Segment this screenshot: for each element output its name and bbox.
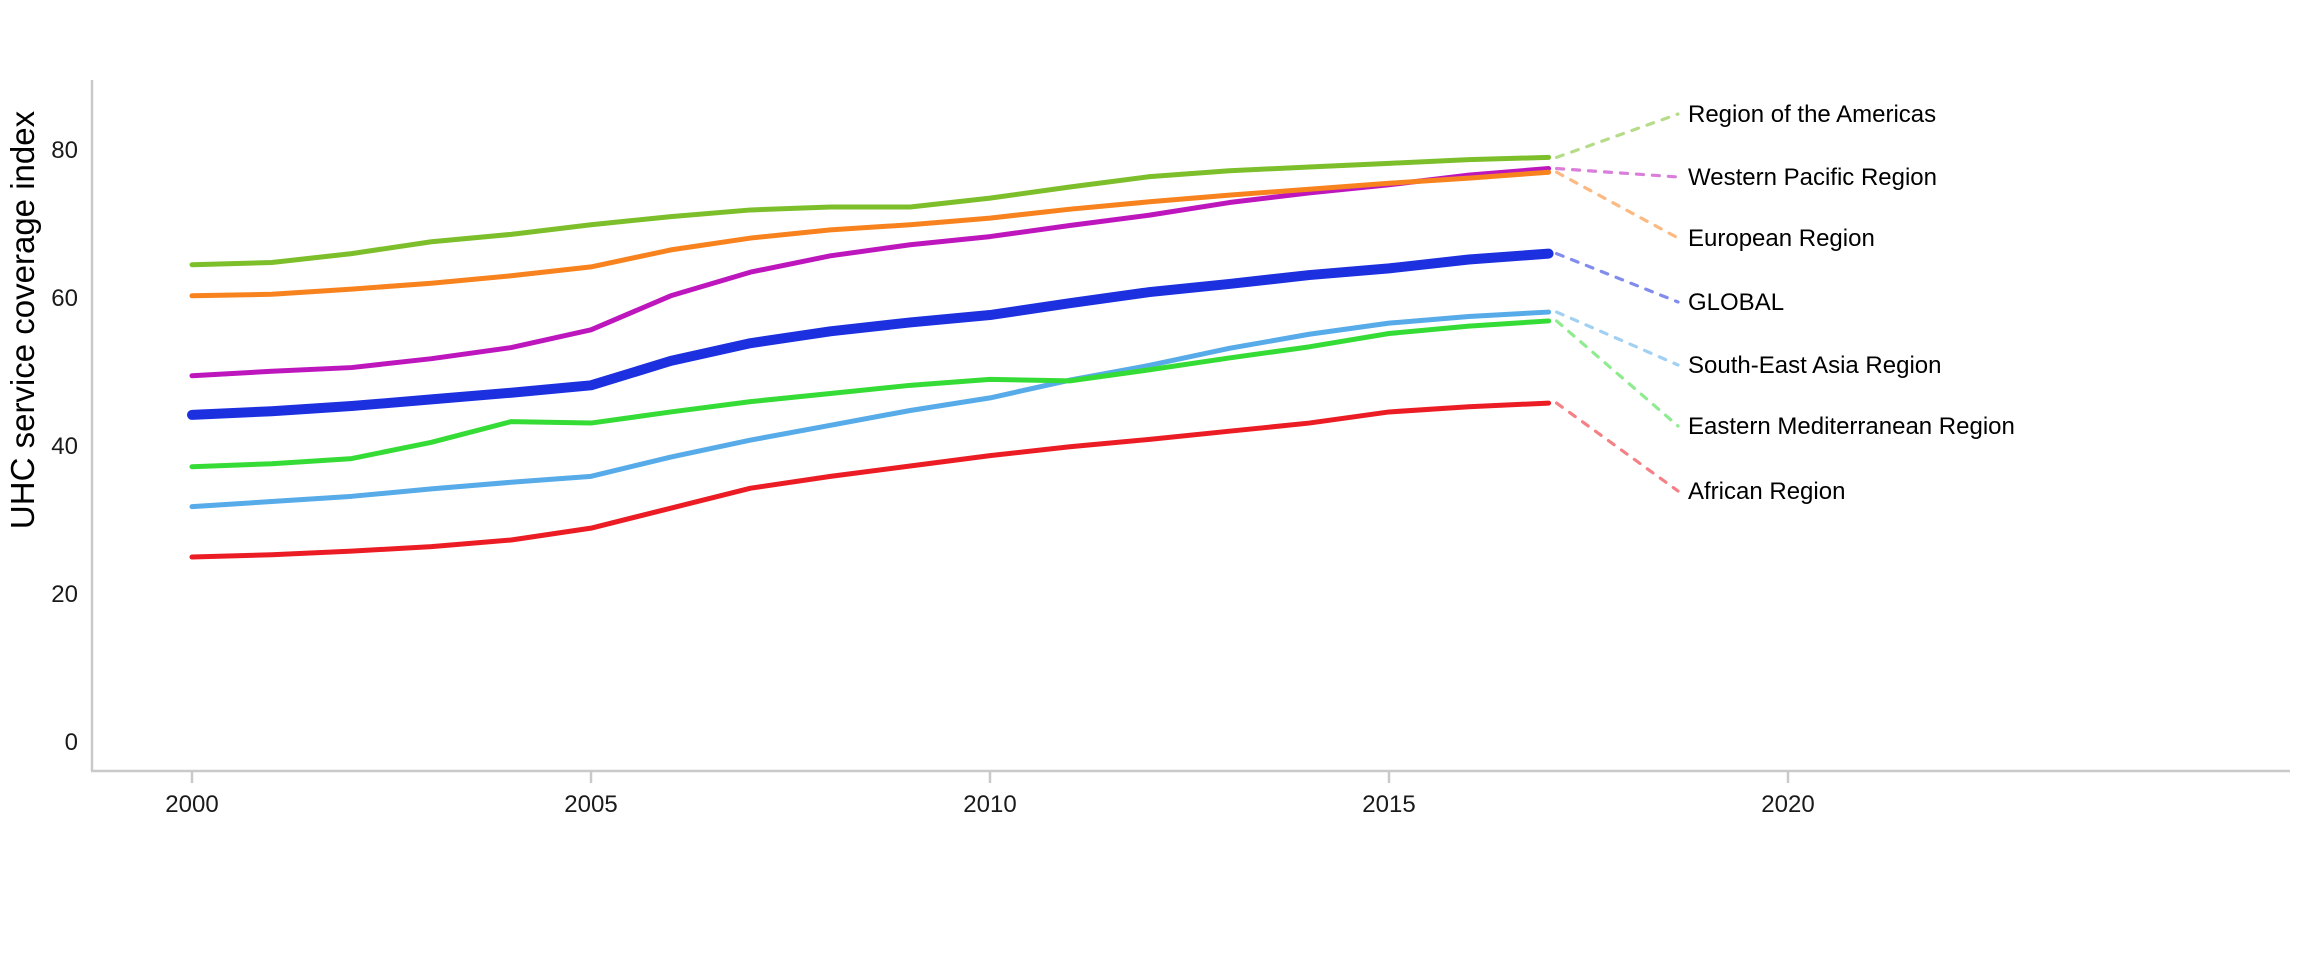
- leader-line-south-east-asia-region: [1554, 310, 1680, 367]
- leader-line-african-region: [1554, 401, 1680, 493]
- leader-line-western-pacific-region: [1554, 166, 1680, 179]
- y-tick-label: 40: [51, 433, 78, 460]
- leader-line-european-region: [1554, 170, 1680, 240]
- series-line-african-region: [189, 400, 1552, 560]
- series-line-region-of-the-americas: [189, 154, 1552, 268]
- legend-end-labels: Region of the Americas Western Pacific Re…: [1688, 101, 2015, 505]
- y-tick-label: 20: [51, 581, 78, 608]
- x-tick-label: 2015: [1362, 791, 1415, 818]
- y-tick-label: 80: [51, 137, 78, 164]
- end-label-region-of-the-americas: Region of the Americas: [1688, 101, 1936, 128]
- end-label-western-pacific-region: Western Pacific Region: [1688, 164, 1937, 191]
- x-tick-label: 2010: [963, 791, 1016, 818]
- y-axis-title: UHC service coverage index: [4, 110, 41, 529]
- legend-leader-lines: [1554, 112, 1680, 493]
- end-label-african-region: African Region: [1688, 478, 1845, 505]
- y-tick-labels: 0 20 40 60 80: [51, 137, 78, 756]
- x-tick-label: 2000: [165, 791, 218, 818]
- series-line-western-pacific-region: [189, 166, 1552, 379]
- end-label-south-east-asia-region: South-East Asia Region: [1688, 352, 1942, 379]
- leader-line-global: [1554, 252, 1680, 304]
- y-tick-label: 0: [65, 729, 78, 756]
- end-label-european-region: European Region: [1688, 225, 1875, 252]
- series-line-global: [187, 248, 1554, 420]
- x-tick-label: 2020: [1761, 791, 1814, 818]
- series-line-eastern-mediterranean-region: [189, 318, 1552, 470]
- end-label-global: GLOBAL: [1688, 289, 1784, 316]
- x-ticks: 2000 2005 2010 2015 2020: [165, 771, 1815, 818]
- leader-line-region-of-the-americas: [1554, 112, 1680, 159]
- end-label-eastern-mediterranean-region: Eastern Mediterranean Region: [1688, 413, 2015, 440]
- x-tick-label: 2005: [564, 791, 617, 818]
- leader-line-eastern-mediterranean-region: [1554, 319, 1680, 428]
- series-lines: [187, 154, 1554, 560]
- series-line-european-region: [189, 169, 1552, 299]
- y-tick-label: 60: [51, 285, 78, 312]
- series-line-south-east-asia-region: [189, 309, 1552, 510]
